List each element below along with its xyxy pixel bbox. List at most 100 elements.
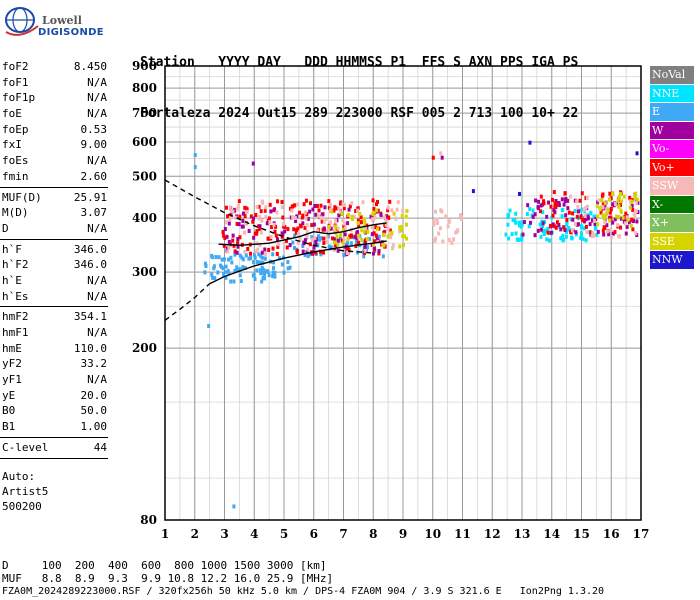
echo-point <box>222 257 226 262</box>
x-tick-label: 3 <box>220 527 228 541</box>
echo-point <box>578 198 582 203</box>
echo-point <box>333 237 337 242</box>
echo-point <box>346 212 350 217</box>
echo-point <box>597 198 601 203</box>
echo-point <box>300 215 304 220</box>
param-name: foF2 <box>2 60 29 73</box>
echo-point <box>615 214 619 219</box>
echo-point <box>609 196 613 201</box>
echo-point <box>272 222 276 227</box>
echo-point <box>385 215 389 220</box>
echo-point <box>513 218 517 223</box>
legend-item-noval: NoVal <box>650 66 694 84</box>
echo-point <box>508 208 512 213</box>
echo-point <box>273 274 277 279</box>
echo-point <box>308 201 312 206</box>
echo-point <box>328 202 332 207</box>
echo-point <box>583 214 587 219</box>
param-row: yE 20.0 <box>0 388 110 404</box>
echo-point <box>245 209 249 214</box>
echo-point <box>348 234 352 239</box>
param-value: 346.0 <box>73 242 107 256</box>
echo-point <box>392 211 396 216</box>
echo-point <box>386 208 390 213</box>
echo-point <box>371 198 375 203</box>
echo-point <box>233 268 237 273</box>
echo-point <box>230 260 234 265</box>
param-row: yF2 33.2 <box>0 356 110 372</box>
param-row: MUF(D) 25.91 <box>0 190 110 206</box>
param-row: foE N/A <box>0 106 110 122</box>
param-name: foF1 <box>2 75 29 89</box>
echo-point <box>247 229 251 234</box>
echo-point <box>441 239 445 244</box>
echo-point <box>251 273 255 278</box>
echo-point <box>608 210 612 215</box>
echo-point <box>546 230 550 235</box>
echo-point <box>608 218 612 223</box>
echo-point <box>370 224 374 229</box>
logo-line-2: DIGISONDE <box>38 27 104 38</box>
echo-point <box>232 504 236 509</box>
param-name: hmF2 <box>2 310 29 324</box>
param-name: MUF(D) <box>2 190 42 204</box>
echo-point <box>372 251 376 256</box>
echo-point <box>319 236 323 241</box>
echo-point <box>440 155 444 160</box>
echo-point <box>357 224 361 229</box>
echo-point <box>193 152 197 157</box>
echo-point <box>303 225 307 230</box>
param-name: h`Es <box>2 289 29 303</box>
echo-point <box>325 235 329 240</box>
echo-point <box>571 217 575 222</box>
echo-point <box>234 215 238 220</box>
echo-point <box>264 215 268 220</box>
echo-point <box>364 238 368 243</box>
echo-point <box>308 242 312 247</box>
echo-point <box>447 218 451 223</box>
echo-point <box>318 237 322 242</box>
echo-point <box>601 192 605 197</box>
echo-point <box>566 198 570 203</box>
echo-point <box>527 224 531 229</box>
echo-point <box>459 213 463 218</box>
echo-point <box>564 213 568 218</box>
echo-point <box>336 238 340 243</box>
echo-point <box>229 279 233 284</box>
echo-point <box>337 213 341 218</box>
echo-point <box>515 237 519 242</box>
echo-point <box>320 212 324 217</box>
echo-point <box>579 215 583 220</box>
echo-point <box>471 189 475 194</box>
param-name: hmE <box>2 341 22 355</box>
echo-point <box>258 224 262 229</box>
echo-point <box>511 217 515 222</box>
echo-point <box>562 225 566 230</box>
x-tick-label: 15 <box>573 527 590 541</box>
echo-point <box>334 244 338 249</box>
y-tick-label: 600 <box>132 135 157 149</box>
echo-point <box>271 270 275 275</box>
echo-point <box>617 204 621 209</box>
echo-point <box>349 241 353 246</box>
echo-point <box>600 198 604 203</box>
echo-point <box>235 207 239 212</box>
param-value: 0.53 <box>80 122 108 136</box>
echo-point <box>316 243 320 248</box>
param-value: 33.2 <box>80 357 108 371</box>
echo-point <box>271 246 275 251</box>
y-tick-label: 80 <box>140 513 157 527</box>
y-tick-label: 400 <box>132 211 157 225</box>
param-value: N/A <box>87 326 107 339</box>
param-name: hmF1 <box>2 326 29 339</box>
echo-point <box>619 199 623 204</box>
echo-point <box>581 218 585 223</box>
echo-point <box>265 221 269 226</box>
echo-point <box>391 246 395 251</box>
echo-point <box>296 240 300 245</box>
echo-point <box>372 210 376 215</box>
plot-frame <box>164 65 642 521</box>
echo-point <box>603 201 607 206</box>
echo-point <box>403 234 407 239</box>
echo-point <box>313 235 317 240</box>
